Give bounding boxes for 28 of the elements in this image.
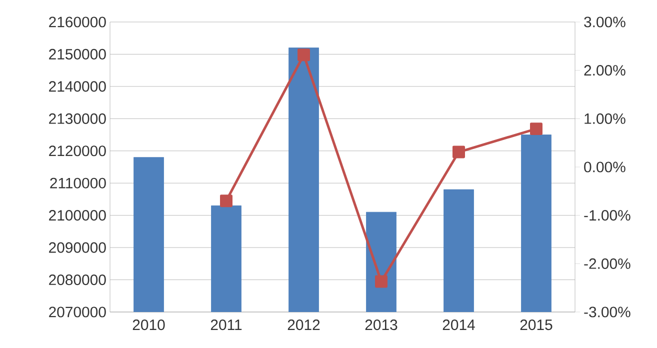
y-tick-label: 2130000 bbox=[49, 113, 106, 124]
x-tick-label: 2011 bbox=[210, 320, 242, 330]
y2-tick-label: 1.00% bbox=[584, 113, 626, 124]
y-tick-label: 2090000 bbox=[49, 242, 106, 253]
y-tick-label: 2110000 bbox=[50, 178, 106, 188]
point bbox=[530, 122, 542, 136]
y2-tick-label: -2.00% bbox=[584, 258, 630, 269]
y2-tick-label: 2.00% bbox=[584, 65, 626, 76]
y-tick-label: 2070000 bbox=[49, 306, 106, 318]
x-tick-label: 2012 bbox=[288, 320, 320, 330]
point bbox=[375, 275, 388, 288]
y-tick-label: 2120000 bbox=[49, 146, 106, 156]
y2-tick-label: 3.00% bbox=[584, 16, 626, 28]
x-tick-label: 2014 bbox=[442, 320, 475, 330]
y2-tick-label: -1.00% bbox=[584, 210, 630, 221]
y-tick-label: 2150000 bbox=[49, 48, 106, 60]
point bbox=[298, 48, 310, 62]
y-tick-label: 2160000 bbox=[49, 16, 106, 28]
point bbox=[452, 146, 465, 158]
y2-tick-label: -3.00% bbox=[584, 306, 630, 318]
y-tick-label: 2140000 bbox=[49, 81, 106, 92]
x-tick-label: 2015 bbox=[520, 320, 552, 330]
x-tick-label: 2013 bbox=[365, 320, 398, 330]
x-tick-label: 2010 bbox=[132, 320, 165, 330]
y-tick-label: 2080000 bbox=[49, 274, 106, 286]
y-tick-label: 2100000 bbox=[49, 210, 106, 221]
point bbox=[220, 194, 232, 208]
y2-tick-label: 0.00% bbox=[584, 162, 626, 172]
